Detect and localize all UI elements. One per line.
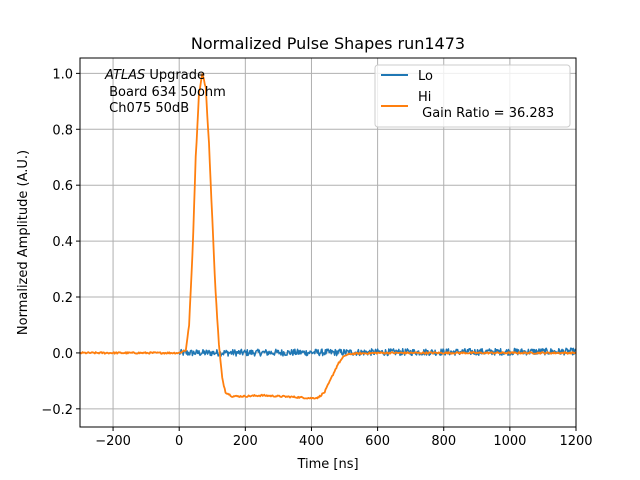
x-tick-label: −200	[95, 434, 131, 449]
y-tick-label: 0.6	[52, 179, 73, 194]
x-tick-label: 0	[175, 434, 183, 449]
x-axis-label: Time [ns]	[296, 457, 358, 472]
annotation-upgrade: Upgrade	[145, 68, 205, 83]
x-tick-label: 200	[233, 434, 258, 449]
y-axis-label: Normalized Amplitude (A.U.)	[16, 150, 31, 335]
y-tick-label: −0.2	[41, 403, 73, 418]
y-tick-label: 0.0	[52, 347, 73, 362]
legend: Lo Hi Gain Ratio = 36.283	[374, 64, 571, 128]
annotation-line-1: ATLAS Upgrade	[104, 68, 205, 83]
y-tick-label: 0.8	[52, 123, 73, 138]
series-line-hi	[79, 73, 577, 400]
plot-area	[79, 73, 577, 400]
y-axis: −0.2 0.0 0.2 0.4 0.6 0.8 1.0	[41, 67, 80, 418]
annotation-line-2: Board 634 50ohm	[105, 85, 226, 100]
atlas-annotation: ATLAS Upgrade Board 634 50ohm Ch075 50dB	[104, 68, 226, 116]
series-line-lo	[178, 347, 577, 357]
x-axis: −200 0 200 400 600 800 1000 1200	[95, 427, 593, 449]
annotation-line-3: Ch075 50dB	[105, 101, 189, 116]
legend-sublabel-hi: Gain Ratio = 36.283	[418, 106, 554, 121]
x-tick-label: 400	[299, 434, 324, 449]
axes-frame	[79, 57, 577, 428]
y-tick-label: 1.0	[52, 67, 73, 82]
x-tick-label: 600	[365, 434, 390, 449]
annotation-atlas: ATLAS	[104, 68, 145, 83]
x-tick-label: 1000	[493, 434, 526, 449]
legend-label-hi: Hi	[418, 90, 431, 105]
y-tick-label: 0.2	[52, 291, 73, 306]
chart-title: Normalized Pulse Shapes run1473	[191, 34, 465, 53]
x-tick-label: 1200	[559, 434, 592, 449]
x-tick-label: 800	[431, 434, 456, 449]
legend-label-lo: Lo	[418, 69, 433, 84]
y-tick-label: 0.4	[52, 235, 73, 250]
legend-box	[374, 64, 571, 128]
